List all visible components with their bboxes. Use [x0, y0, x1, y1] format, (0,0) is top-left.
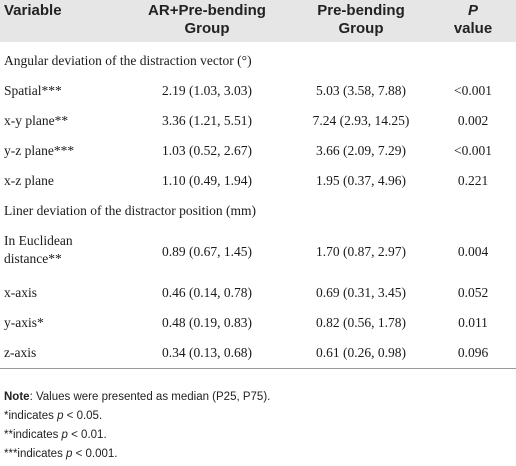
- table-row: x-axis 0.46 (0.14, 0.78) 0.69 (0.31, 3.4…: [0, 278, 516, 308]
- cell-pre-value: 0.82 (0.56, 1.78): [316, 315, 406, 330]
- cell-p-value: <0.001: [454, 143, 492, 158]
- cell-pre-value: 1.70 (0.87, 2.97): [316, 244, 406, 259]
- cell-variable: y-axis*: [4, 315, 44, 330]
- note-significance-2: **indicates p < 0.01.: [4, 429, 107, 441]
- cell-variable: x-z plane: [4, 173, 54, 188]
- cell-pre-value: 5.03 (3.58, 7.88): [316, 83, 406, 98]
- cell-ar-value: 0.89 (0.67, 1.45): [162, 244, 252, 259]
- cell-p-value: 0.221: [457, 173, 489, 188]
- cell-ar-value: 3.36 (1.21, 5.51): [162, 113, 252, 128]
- table-row: x-z plane 1.10 (0.49, 1.94) 1.95 (0.37, …: [0, 166, 516, 196]
- section-label: Liner deviation of the distractor positi…: [4, 203, 256, 218]
- note-significance-3: ***indicates p < 0.001.: [4, 448, 118, 460]
- cell-ar-value: 0.48 (0.19, 0.83): [162, 315, 252, 330]
- table-row: y-z plane*** 1.03 (0.52, 2.67) 3.66 (2.0…: [0, 136, 516, 166]
- cell-pre-value: 0.69 (0.31, 3.45): [316, 285, 406, 300]
- cell-pre-value: 7.24 (2.93, 14.25): [312, 113, 410, 128]
- cell-pre-value: 1.95 (0.37, 4.96): [316, 173, 406, 188]
- section-row-linear: Liner deviation of the distractor positi…: [0, 196, 516, 226]
- cell-pre-value: 0.61 (0.26, 0.98): [316, 345, 406, 360]
- cell-pre-value: 3.66 (2.09, 7.29): [316, 143, 406, 158]
- note-median: Note: Values were presented as median (P…: [4, 391, 271, 403]
- cell-p-value: 0.011: [458, 315, 488, 330]
- cell-p-value: 0.096: [457, 345, 489, 360]
- table-row: y-axis* 0.48 (0.19, 0.83) 0.82 (0.56, 1.…: [0, 308, 516, 338]
- header-pre-group: Pre-bending Group: [317, 2, 405, 37]
- cell-p-value: 0.052: [457, 285, 489, 300]
- header-row: Variable AR+Pre-bending Group Pre-bending…: [0, 0, 516, 42]
- cell-variable: In Euclidean distance**: [4, 233, 73, 266]
- cell-ar-value: 2.19 (1.03, 3.03): [162, 83, 252, 98]
- note-significance-1: *indicates p < 0.05.: [4, 410, 103, 422]
- table-row: Spatial*** 2.19 (1.03, 3.03) 5.03 (3.58,…: [0, 76, 516, 106]
- table-row: z-axis 0.34 (0.13, 0.68) 0.61 (0.26, 0.9…: [0, 338, 516, 369]
- table-row: In Euclidean distance** 0.89 (0.67, 1.45)…: [0, 226, 516, 278]
- cell-p-value: <0.001: [454, 83, 492, 98]
- section-row-angular: Angular deviation of the distraction vec…: [0, 42, 516, 76]
- cell-ar-value: 0.46 (0.14, 0.78): [162, 285, 252, 300]
- cell-variable: x-y plane**: [4, 113, 69, 128]
- table-row: x-y plane** 3.36 (1.21, 5.51) 7.24 (2.93…: [0, 106, 516, 136]
- section-label: Angular deviation of the distraction vec…: [4, 53, 252, 68]
- cell-variable: x-axis: [4, 285, 37, 300]
- header-variable: Variable: [4, 2, 62, 19]
- header-ar-group: AR+Pre-bending Group: [148, 2, 266, 37]
- cell-p-value: 0.002: [457, 113, 489, 128]
- cell-variable: z-axis: [4, 345, 37, 360]
- cell-ar-value: 1.10 (0.49, 1.94): [162, 173, 252, 188]
- cell-ar-value: 1.03 (0.52, 2.67): [162, 143, 252, 158]
- cell-p-value: 0.004: [457, 244, 489, 259]
- cell-ar-value: 0.34 (0.13, 0.68): [162, 345, 252, 360]
- table-notes: Note: Values were presented as median (P…: [4, 388, 270, 464]
- results-table: Variable AR+Pre-bending Group Pre-bending…: [0, 0, 516, 369]
- cell-variable: Spatial***: [4, 83, 62, 98]
- cell-variable: y-z plane***: [4, 143, 75, 158]
